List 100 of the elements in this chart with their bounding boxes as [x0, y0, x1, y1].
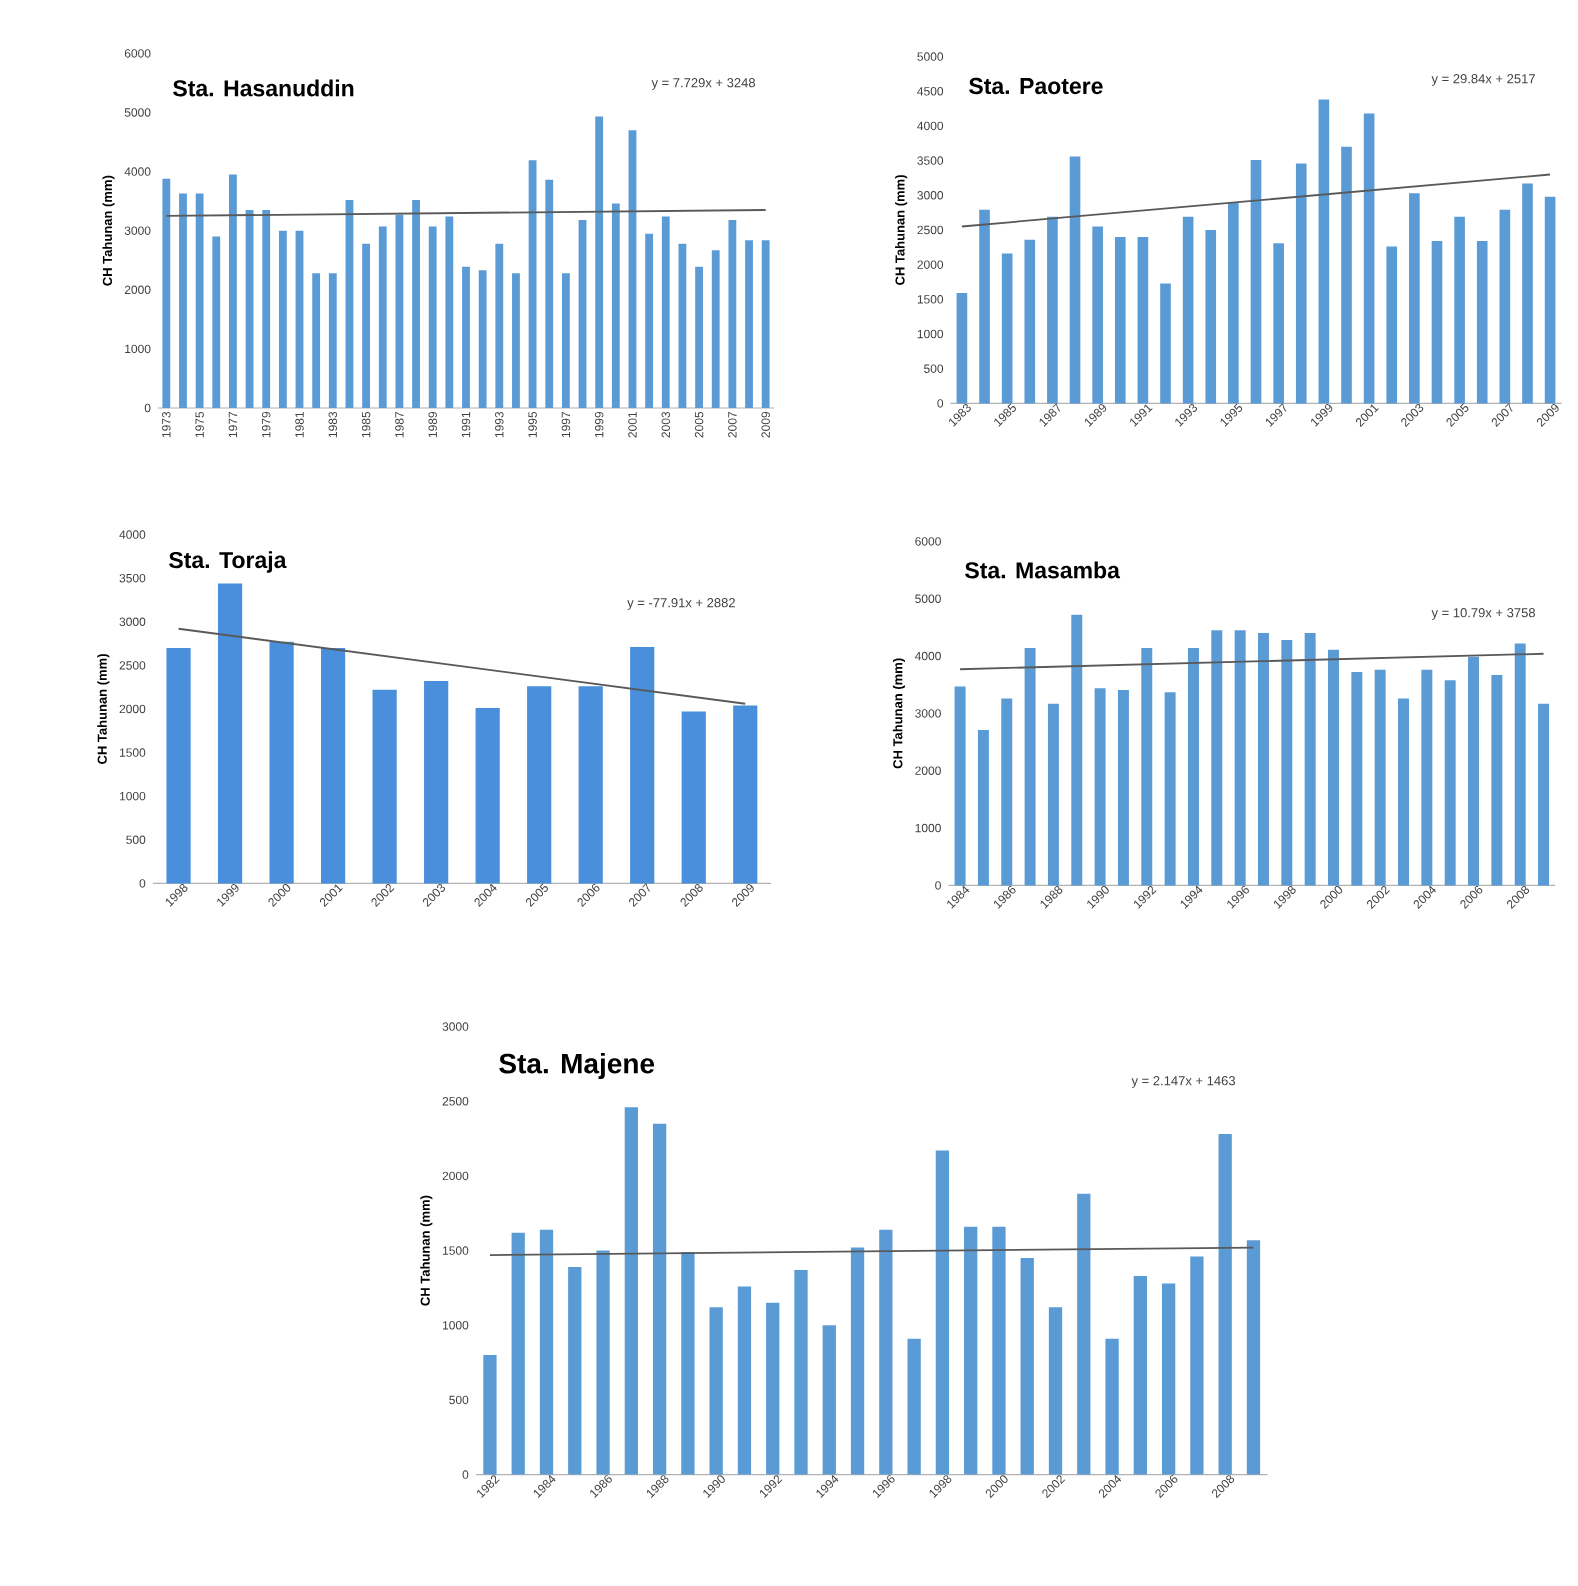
bar — [1522, 183, 1533, 404]
bar — [1047, 216, 1058, 404]
bar — [935, 1150, 950, 1475]
bar — [475, 708, 500, 884]
bar — [1250, 159, 1262, 404]
bar — [312, 273, 321, 408]
bar — [954, 686, 966, 886]
bar — [321, 647, 346, 884]
bar — [262, 210, 271, 408]
bar — [561, 273, 570, 408]
bar — [822, 1325, 836, 1475]
bar — [596, 1250, 610, 1475]
bar — [1341, 146, 1352, 404]
bar — [328, 273, 337, 408]
bar — [1187, 648, 1199, 886]
bar — [445, 216, 454, 408]
bar — [1454, 216, 1465, 404]
bar — [1398, 698, 1409, 886]
bar — [1133, 1275, 1147, 1475]
bar — [1421, 669, 1433, 886]
bar — [1491, 674, 1503, 886]
bar — [1273, 243, 1284, 404]
bar — [1164, 692, 1176, 886]
bar — [1047, 703, 1059, 886]
bar — [1114, 236, 1126, 404]
bar — [1161, 1283, 1176, 1475]
bar — [681, 1252, 695, 1475]
bar — [1514, 643, 1526, 886]
bar — [661, 216, 670, 408]
bar — [1318, 99, 1330, 404]
bar — [611, 203, 620, 408]
bar — [1431, 241, 1443, 404]
bar — [1218, 1134, 1232, 1475]
bar — [1281, 640, 1293, 886]
bar — [362, 243, 371, 408]
bar — [378, 226, 387, 408]
bar — [652, 1123, 667, 1475]
bar — [956, 293, 968, 404]
bar — [527, 686, 552, 884]
bar — [1295, 163, 1307, 404]
bar — [1538, 703, 1550, 886]
bar — [179, 193, 187, 408]
bar — [1444, 680, 1456, 886]
text: Sta. Masamba — [965, 561, 1121, 579]
bar — [1328, 649, 1339, 886]
bar — [162, 178, 171, 408]
bar — [1409, 193, 1420, 404]
bar — [695, 266, 703, 408]
bar — [1544, 196, 1556, 404]
bar — [1024, 239, 1036, 404]
bar — [1069, 156, 1081, 404]
bar — [1363, 113, 1375, 404]
bar — [212, 236, 221, 408]
bar — [850, 1247, 865, 1475]
bar — [1048, 1307, 1063, 1475]
bar — [462, 266, 470, 408]
bar — [195, 193, 204, 408]
bar — [1141, 648, 1153, 886]
bar — [1020, 1258, 1034, 1475]
bar — [1077, 1193, 1091, 1475]
bar — [1228, 202, 1239, 404]
bar — [1024, 648, 1036, 886]
bar — [217, 583, 243, 884]
bar — [1092, 226, 1103, 404]
bar — [977, 730, 989, 886]
bar — [1499, 209, 1511, 404]
bar — [964, 1226, 978, 1475]
bar — [766, 1302, 780, 1475]
bar — [645, 233, 654, 408]
bar — [1001, 253, 1013, 404]
bar — [1351, 672, 1363, 886]
bar — [1001, 698, 1013, 886]
bar — [761, 240, 770, 408]
bar — [733, 705, 758, 884]
bar — [709, 1307, 723, 1475]
bar — [1190, 1256, 1204, 1475]
bar — [595, 116, 604, 408]
bar — [992, 1226, 1006, 1475]
bar — [539, 1229, 554, 1475]
bar — [511, 1232, 525, 1475]
bar — [1094, 688, 1106, 886]
bar — [578, 686, 603, 884]
bar — [1476, 241, 1488, 404]
bar — [1374, 669, 1386, 886]
bar — [269, 641, 294, 884]
bar — [229, 174, 237, 408]
bar — [1117, 689, 1129, 886]
bar — [528, 160, 537, 408]
text: Sta. Hasanuddin — [173, 79, 354, 97]
bar — [1468, 656, 1480, 886]
bar — [1071, 614, 1083, 886]
bar — [624, 1107, 638, 1475]
bar — [395, 214, 404, 408]
bar — [979, 209, 990, 404]
bar — [711, 250, 720, 408]
bar — [568, 1267, 582, 1475]
bar — [424, 681, 449, 884]
bar — [278, 230, 287, 408]
bar — [728, 220, 737, 408]
bar — [372, 689, 397, 884]
